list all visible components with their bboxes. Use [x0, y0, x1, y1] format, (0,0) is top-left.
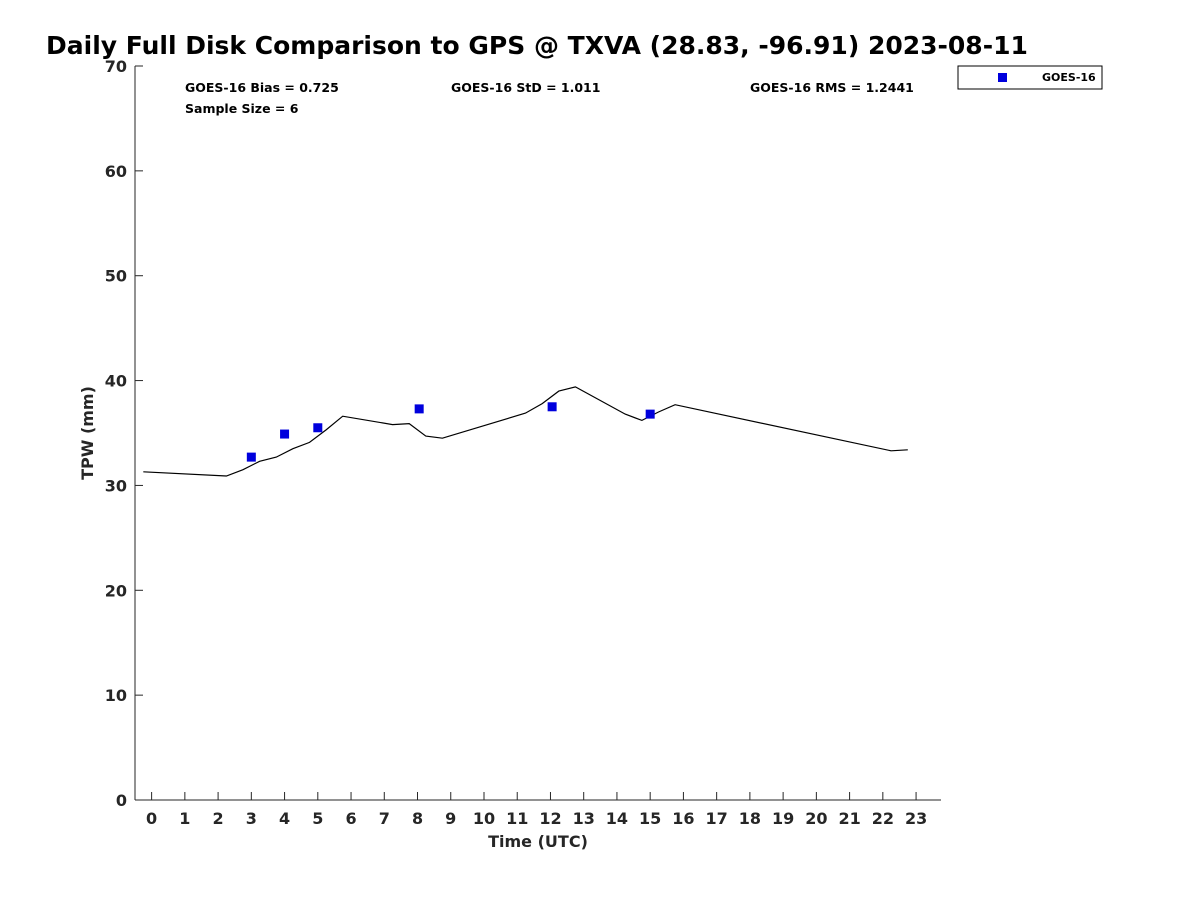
x-tick-label: 15	[639, 809, 661, 828]
y-tick-label: 20	[105, 581, 127, 600]
x-tick-label: 14	[606, 809, 628, 828]
x-tick-label: 12	[539, 809, 561, 828]
x-tick-label: 13	[573, 809, 595, 828]
rms-stat: GOES-16 RMS = 1.2441	[750, 80, 914, 95]
sample-size-stat: Sample Size = 6	[185, 101, 299, 116]
x-tick-label: 9	[445, 809, 456, 828]
bias-stat: GOES-16 Bias = 0.725	[185, 80, 339, 95]
x-tick-label: 2	[213, 809, 224, 828]
y-tick-label: 60	[105, 162, 127, 181]
y-tick-label: 0	[116, 791, 127, 810]
x-tick-label: 21	[838, 809, 860, 828]
plot-series	[143, 386, 908, 477]
chart-title: Daily Full Disk Comparison to GPS @ TXVA…	[46, 31, 1028, 60]
x-tick-label: 20	[805, 809, 827, 828]
legend-box	[957, 65, 1103, 90]
x-tick-label: 0	[146, 809, 157, 828]
x-tick-label: 6	[345, 809, 356, 828]
x-tick-label: 16	[672, 809, 694, 828]
x-tick-label: 11	[506, 809, 528, 828]
axes	[134, 66, 941, 801]
x-tick-label: 5	[312, 809, 323, 828]
y-tick-label: 30	[105, 476, 127, 495]
legend-label-goes16: GOES-16	[1042, 71, 1096, 84]
goes16-point	[414, 404, 424, 414]
x-tick-label: 1	[179, 809, 190, 828]
x-tick-label: 19	[772, 809, 794, 828]
y-tick-label: 40	[105, 372, 127, 391]
legend: GOES-16	[957, 65, 1103, 90]
y-axis-label: TPW (mm)	[78, 386, 97, 480]
x-tick-label: 7	[379, 809, 390, 828]
x-tick-label: 18	[739, 809, 761, 828]
x-axis-label: Time (UTC)	[488, 832, 588, 851]
x-tick-label: 8	[412, 809, 423, 828]
goes16-point	[645, 409, 655, 419]
goes16-point	[280, 429, 290, 439]
x-tick-label: 3	[246, 809, 257, 828]
y-tick-label: 50	[105, 267, 127, 286]
y-tick-label: 70	[105, 57, 127, 76]
x-tick-label: 22	[872, 809, 894, 828]
gps-tpw-line	[143, 386, 908, 477]
y-tick-label: 10	[105, 686, 127, 705]
goes16-point	[313, 423, 323, 433]
x-tick-label: 4	[279, 809, 290, 828]
std-stat: GOES-16 StD = 1.011	[451, 80, 600, 95]
goes16-point	[547, 402, 557, 412]
x-tick-label: 17	[706, 809, 728, 828]
x-tick-label: 23	[905, 809, 927, 828]
x-tick-label: 10	[473, 809, 495, 828]
goes16-point	[246, 452, 256, 462]
legend-marker-goes16	[998, 73, 1007, 82]
